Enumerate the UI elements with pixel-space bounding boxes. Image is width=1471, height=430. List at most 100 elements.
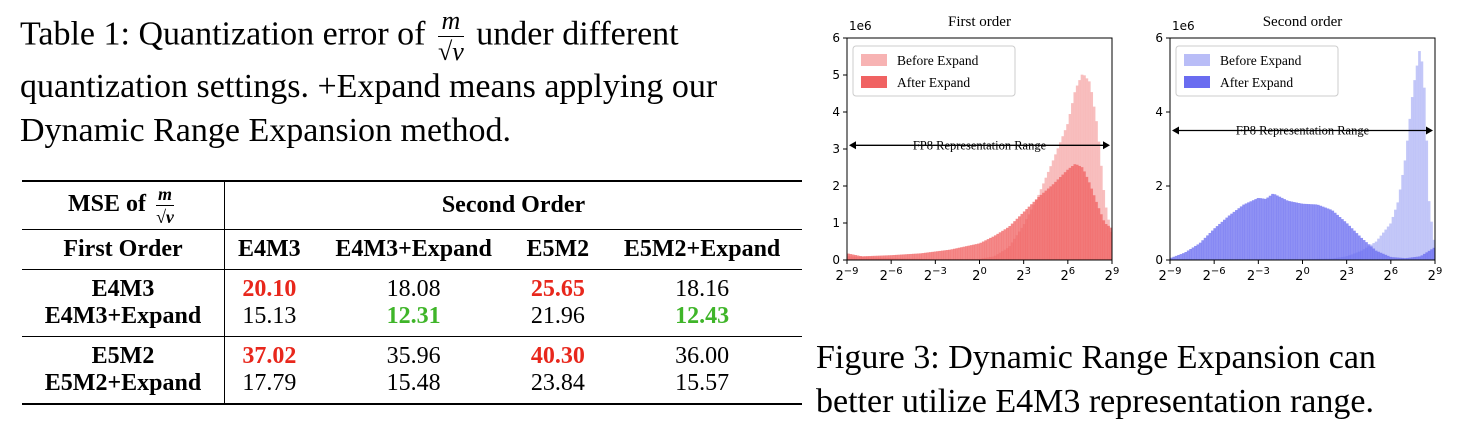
histogram-bar (1261, 198, 1265, 260)
histogram-bar (1085, 78, 1089, 260)
histogram-bar (866, 256, 869, 260)
histogram-bar (1413, 257, 1417, 260)
histogram-bar (849, 254, 853, 260)
histogram-bar (1302, 203, 1306, 260)
histogram-bar (1263, 198, 1267, 260)
legend-swatch (861, 76, 887, 88)
histogram-bar (1422, 253, 1426, 260)
table-row: E4M3+Expand 15.13 12.31 21.96 12.43 (22, 302, 802, 336)
histogram-bar (1085, 176, 1089, 260)
histogram-bar (1386, 226, 1390, 260)
table-cell: 17.79 (242, 369, 297, 396)
y-tick-label: 0 (1155, 253, 1163, 267)
histogram-bar (1184, 252, 1188, 260)
histogram-bar (1401, 257, 1404, 260)
histogram-bar (1324, 207, 1327, 260)
histogram-bar (1415, 256, 1419, 260)
histogram-bar (1042, 192, 1045, 260)
chart-title: Second order (1263, 14, 1343, 30)
histogram-bar (1285, 200, 1289, 260)
histogram-bar (1206, 235, 1209, 260)
histogram-bar (1353, 230, 1356, 260)
histogram-bar (878, 255, 882, 260)
histogram-bar (1244, 203, 1248, 260)
histogram-bar (1006, 227, 1009, 260)
histogram-bar (1189, 248, 1192, 260)
histogram-bar (890, 255, 894, 260)
histogram-bar (1046, 188, 1050, 260)
histogram-bar (1326, 208, 1330, 260)
arrow-head-left-icon (1172, 126, 1179, 135)
histogram-bar (1410, 257, 1414, 260)
histogram-bar (1015, 218, 1019, 260)
histogram-bar (1413, 80, 1417, 260)
histogram-bar (1027, 206, 1031, 260)
table-caption: Table 1: Quantization error of m √v unde… (20, 8, 810, 153)
histogram-bar (926, 252, 930, 260)
histogram-bar (847, 253, 850, 260)
histogram-bar (1087, 81, 1091, 261)
histogram-bar (989, 237, 992, 260)
histogram-bar (1290, 201, 1294, 260)
histogram-bar (1377, 251, 1380, 260)
table-cell: 40.30 (530, 342, 585, 369)
histogram-bar (1220, 221, 1224, 260)
histogram-bar (957, 247, 961, 260)
table-cell: 15.57 (675, 369, 730, 396)
column-header: E4M3 (224, 228, 314, 269)
histogram-bar (1054, 181, 1057, 260)
histogram-bar (1037, 196, 1041, 260)
histogram-bar (897, 254, 901, 260)
annotation-label: FP8 Representation Range (1236, 124, 1370, 138)
histogram-bar (928, 252, 932, 260)
scale-label: 1e6 (849, 19, 872, 33)
histogram-bar (1066, 169, 1069, 260)
histogram-bar (943, 250, 947, 260)
histogram-bar (1232, 211, 1236, 260)
histogram-bar (871, 255, 874, 260)
table-cell: 25.65 (530, 275, 585, 302)
y-tick-label: 6 (1155, 31, 1163, 45)
histogram-bar (1309, 204, 1313, 260)
histogram-bar (1408, 118, 1412, 260)
figure-caption: Figure 3: Dynamic Range Expansion can be… (816, 336, 1466, 424)
histogram-bar (1010, 223, 1014, 260)
legend: Before Expand After Expand (1175, 45, 1339, 97)
histogram-bar (1369, 246, 1373, 260)
histogram-bar (1068, 167, 1072, 260)
histogram-bar (1355, 233, 1359, 260)
series-after-expand (1170, 193, 1436, 260)
histogram-bar (1384, 229, 1388, 260)
histogram-bar (965, 246, 968, 260)
arrow-head-right-icon (1426, 126, 1433, 135)
histogram-bar (1406, 140, 1409, 260)
legend-swatch (1184, 54, 1210, 66)
histogram-bar (1223, 219, 1226, 260)
histogram-bar (1295, 202, 1298, 260)
histogram-bar (1237, 208, 1241, 260)
histogram-bar (1092, 106, 1096, 260)
histogram-bar (880, 255, 884, 260)
second-order-header: Second Order (441, 191, 586, 218)
histogram-bar (1365, 242, 1368, 260)
histogram-bar (863, 256, 867, 260)
histogram-bar (1001, 230, 1004, 260)
y-tick-label: 6 (832, 31, 840, 45)
histogram-bar (1401, 174, 1404, 260)
histogram-bar (892, 255, 896, 260)
histogram-bar (962, 246, 966, 260)
histogram-bar (919, 253, 922, 260)
table-cell: 15.13 (242, 302, 297, 329)
histogram-bar (1109, 227, 1113, 260)
histogram-bar (945, 250, 949, 260)
histogram-bar (1044, 190, 1048, 260)
table-cell: 37.02 (242, 342, 297, 369)
histogram-bar (861, 256, 865, 260)
histogram-bar (1256, 198, 1260, 260)
histogram-bar (1425, 252, 1429, 260)
legend-swatch (861, 54, 887, 66)
histogram-bar (1398, 257, 1402, 260)
histogram-bar (953, 248, 956, 260)
histogram-bar (1430, 221, 1433, 260)
histogram-bar (1196, 244, 1200, 260)
